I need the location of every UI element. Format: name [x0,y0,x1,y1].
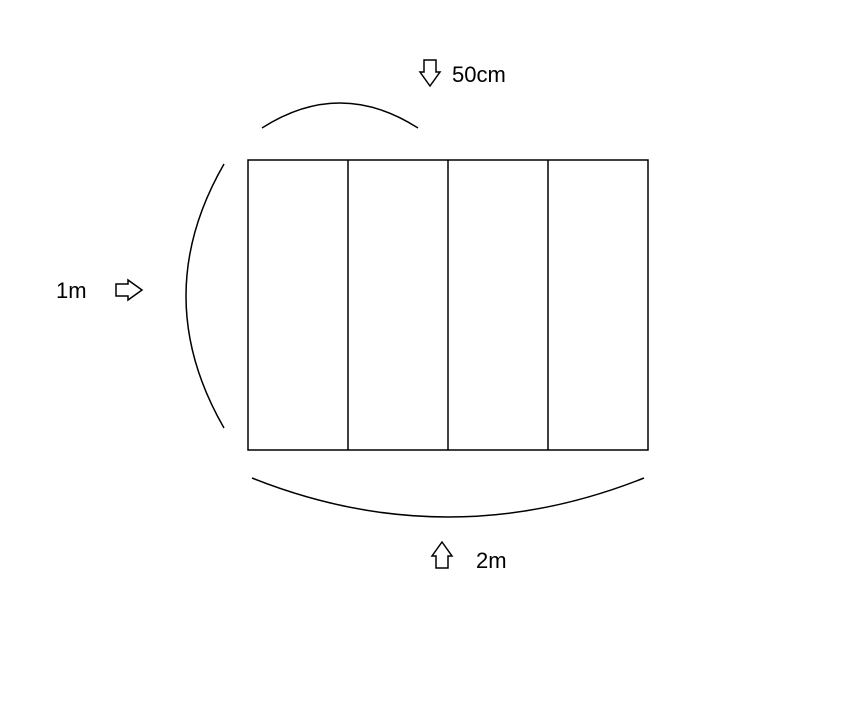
arrow-down-icon [420,60,440,86]
label-bottom: 2m [476,548,507,574]
left-arc [186,164,224,428]
top-arc [262,103,418,128]
label-top: 50cm [452,62,506,88]
label-left: 1m [56,278,87,304]
arrow-right-icon [116,280,142,300]
bottom-arc [252,478,644,517]
arrow-up-icon [432,542,452,568]
diagram-canvas [0,0,858,702]
